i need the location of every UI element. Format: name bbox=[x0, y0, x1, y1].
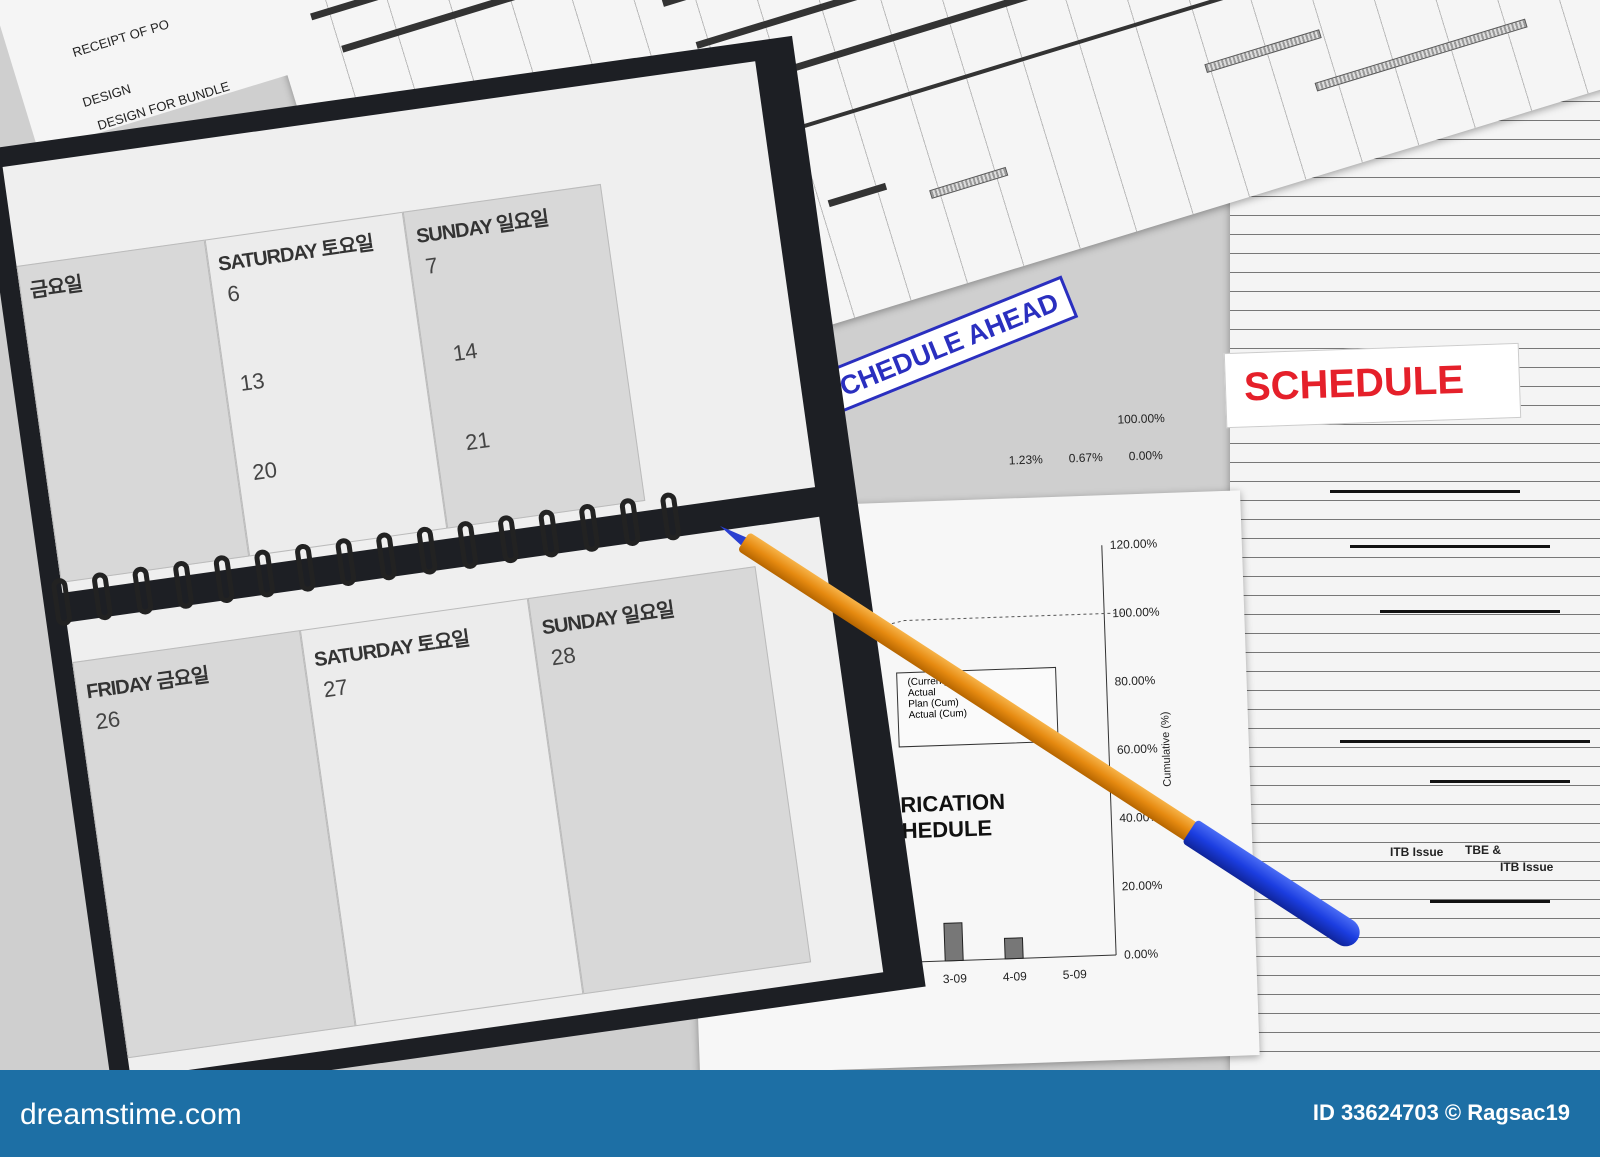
bar bbox=[943, 922, 964, 962]
note: ITB Issue bbox=[1390, 845, 1444, 859]
binding-ring bbox=[618, 497, 642, 548]
binding-ring bbox=[294, 542, 317, 593]
date-number: 14 bbox=[451, 337, 479, 367]
x-tick-label: 4-09 bbox=[1003, 969, 1028, 984]
y-tick-label: 0.00% bbox=[1124, 947, 1159, 962]
table-value: 0.00% bbox=[1128, 448, 1163, 464]
binding-ring bbox=[659, 491, 682, 542]
binding-ring bbox=[334, 537, 358, 587]
table-value: 1.23% bbox=[1008, 452, 1044, 468]
binding-ring bbox=[253, 548, 276, 599]
table-value: 100.00% bbox=[1117, 410, 1166, 427]
binding-ring bbox=[212, 554, 236, 605]
binding-ring bbox=[537, 508, 561, 559]
date-number: 13 bbox=[238, 367, 267, 396]
note: TBE & bbox=[1465, 843, 1501, 857]
note: ITB Issue bbox=[1500, 860, 1554, 874]
y-tick-label: 80.00% bbox=[1114, 673, 1155, 688]
image-credit: ID 33624703 © Ragsac19 bbox=[1312, 1100, 1570, 1125]
binding-ring bbox=[50, 577, 73, 627]
date-number: 26 bbox=[93, 706, 122, 735]
binding-ring bbox=[497, 514, 520, 565]
date-number: 20 bbox=[250, 456, 279, 486]
date-number: 27 bbox=[321, 674, 350, 703]
y-axis-label: Cumulative (%) bbox=[1159, 711, 1174, 787]
y-tick-label: 100.00% bbox=[1112, 605, 1160, 621]
bar bbox=[1003, 937, 1024, 960]
x-tick-label: 3-09 bbox=[943, 971, 968, 986]
x-tick-label: 5-09 bbox=[1063, 967, 1088, 982]
brand-logo: dreamstime.com bbox=[20, 1098, 242, 1131]
binding-ring bbox=[375, 531, 398, 582]
y-tick-label: 60.00% bbox=[1117, 741, 1158, 756]
y-tick-label: 20.00% bbox=[1121, 878, 1162, 893]
date-number: 28 bbox=[549, 642, 578, 671]
binding-ring bbox=[415, 525, 439, 576]
binding-ring bbox=[131, 565, 155, 616]
date-number: 21 bbox=[463, 426, 492, 456]
binding-ring bbox=[172, 560, 195, 610]
binding-ring bbox=[578, 502, 601, 553]
y-tick-label: 120.00% bbox=[1110, 536, 1158, 552]
watermark-footer: dreamstime.com ID 33624703 © Ragsac19 bbox=[0, 1070, 1600, 1157]
binding-ring bbox=[456, 520, 479, 570]
table-value: 0.67% bbox=[1068, 450, 1104, 466]
schedule-stamp: SCHEDULE bbox=[1223, 342, 1522, 429]
binding-ring bbox=[91, 571, 114, 622]
